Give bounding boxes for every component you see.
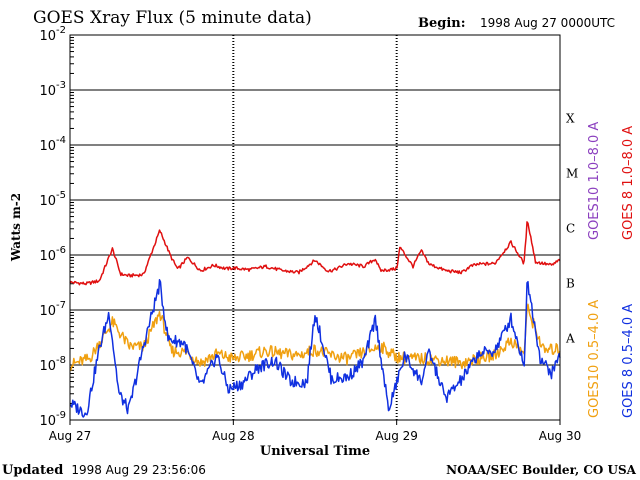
legend-entry: GOES 8 0.5–4.0 A [621, 304, 636, 418]
y-tick-base: 10 [39, 139, 56, 154]
y-tick-exponent: -8 [56, 355, 66, 366]
y-tick-label: 10-7 [39, 300, 66, 319]
plot-frame [69, 34, 561, 421]
y-tick-base: 10 [39, 249, 56, 264]
legend-entry: GOES10 1.0–8.0 A [587, 122, 602, 240]
y-tick-exponent: -4 [56, 135, 66, 146]
grid-layer [70, 34, 560, 421]
series-line [69, 279, 561, 418]
y-tick-base: 10 [39, 359, 56, 374]
y-tick-label: 10-3 [39, 80, 66, 99]
x-tick-label: Aug 30 [539, 429, 582, 443]
y-tick-base: 10 [39, 194, 56, 209]
footer-updated-value: 1998 Aug 29 23:56:06 [71, 463, 206, 477]
begin-value: 1998 Aug 27 0000UTC [480, 16, 615, 30]
y-tick-label: 10-4 [39, 135, 66, 154]
y-tick-label: 10-8 [39, 355, 66, 374]
flare-class-label: B [566, 277, 575, 291]
footer-updated-label: Updated [2, 463, 63, 478]
flare-class-label: C [566, 222, 575, 236]
legend-entry: GOES 8 1.0–8.0 A [621, 126, 636, 240]
y-tick-label: 10-2 [39, 25, 66, 44]
y-tick-label: 10-6 [39, 245, 66, 264]
series-line [69, 221, 561, 286]
y-axis-label: Watts m-2 [9, 193, 23, 262]
x-tick-label: Aug 28 [212, 429, 255, 443]
y-tick-base: 10 [39, 414, 56, 429]
y-tick-base: 10 [39, 29, 56, 44]
y-tick-base: 10 [39, 304, 56, 319]
y-tick-exponent: -5 [56, 190, 66, 201]
y-tick-exponent: -6 [56, 245, 66, 256]
y-tick-exponent: -2 [56, 25, 66, 36]
y-tick-exponent: -9 [56, 410, 66, 421]
y-tick-label: 10-9 [39, 410, 66, 429]
chart-title: GOES Xray Flux (5 minute data) [33, 8, 312, 28]
x-tick-labels: Aug 27 Aug 28 Aug 29 Aug 30 [49, 420, 582, 443]
y-tick-labels: 10-210-310-410-510-610-710-810-9 [39, 25, 66, 429]
flare-class-labels: X M C B A [565, 112, 578, 346]
flare-class-label: A [565, 332, 575, 346]
y-tick-exponent: -3 [56, 80, 66, 91]
legend-entry: GOES10 0.5–4.0 A [587, 300, 602, 418]
y-tick-label: 10-5 [39, 190, 66, 209]
series-line [69, 303, 561, 372]
series-layer [69, 221, 561, 418]
y-tick-exponent: -7 [56, 300, 66, 311]
legend: GOES10 1.0–8.0 A GOES 8 1.0–8.0 A GOES10 0… [587, 122, 636, 418]
begin-label: Begin: [418, 16, 466, 31]
x-tick-label: Aug 29 [375, 429, 418, 443]
footer-credit: NOAA/SEC Boulder, CO USA [446, 463, 637, 477]
x-tick-label: Aug 27 [49, 429, 92, 443]
flare-class-label: X [566, 112, 575, 126]
flare-class-label: M [566, 167, 578, 181]
footer-updated: Updated 1998 Aug 29 23:56:06 [2, 461, 206, 478]
x-axis-label: Universal Time [260, 444, 370, 459]
y-tick-base: 10 [39, 84, 56, 99]
